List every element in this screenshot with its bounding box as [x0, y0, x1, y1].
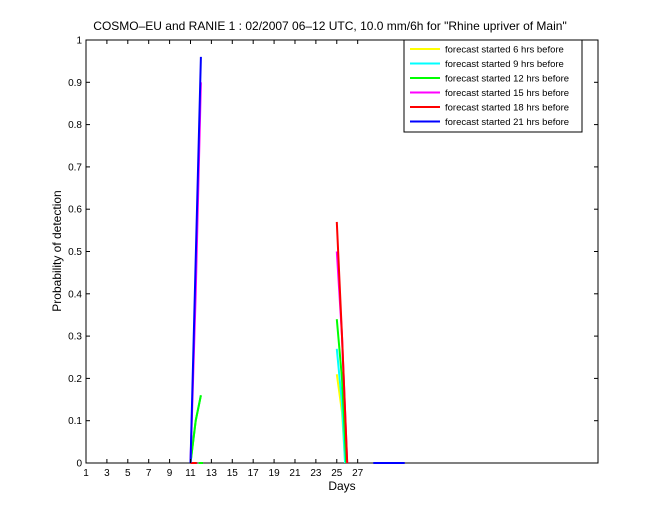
y-tick-label: 0.5 — [68, 247, 82, 258]
y-tick-label: 0.1 — [68, 416, 82, 427]
legend-entry: forecast started 6 hrs before — [445, 45, 564, 56]
y-axis-label: Probability of detection — [50, 190, 64, 311]
legend-box — [403, 39, 583, 133]
y-tick-label: 0.6 — [68, 205, 82, 216]
x-tick-label: 9 — [167, 468, 173, 479]
legend-entry: forecast started 15 hrs before — [445, 88, 569, 99]
x-tick-label: 25 — [331, 468, 343, 479]
legend-entry: forecast started 12 hrs before — [445, 74, 569, 85]
x-tick-label: 17 — [248, 468, 260, 479]
y-tick-label: 0.2 — [68, 374, 82, 385]
x-axis-label: Days — [328, 479, 355, 493]
x-tick-label: 1 — [83, 468, 89, 479]
series-layer — [189, 56, 405, 464]
y-tick-label: 0 — [76, 459, 82, 470]
legend-entry: forecast started 21 hrs before — [445, 117, 569, 128]
x-tick-label: 5 — [125, 468, 131, 479]
x-tick-label: 19 — [269, 468, 281, 479]
x-tick-label: 3 — [104, 468, 110, 479]
series-line-4-segment-1 — [335, 221, 349, 464]
legend-entry: forecast started 9 hrs before — [445, 59, 564, 70]
x-tick-label: 21 — [289, 468, 301, 479]
y-tick-label: 1 — [76, 36, 82, 47]
series-line-1-segment-2 — [335, 348, 347, 464]
x-tick-label: 23 — [310, 468, 322, 479]
series-line-2-segment-2 — [335, 319, 348, 464]
y-tick-label: 0.9 — [68, 78, 82, 89]
chart-title: COSMO–EU and RANIE 1 : 02/2007 06–12 UTC… — [93, 19, 566, 33]
y-tick-label: 0.7 — [68, 162, 82, 173]
y-tick-label: 0.8 — [68, 120, 82, 131]
series-line-2-segment-0 — [189, 395, 202, 464]
y-axis: 0 0.1 0.2 0.3 0.4 0.5 0.6 0.7 0.8 0.9 1 — [68, 36, 598, 470]
y-tick-label: 0.3 — [68, 332, 82, 343]
x-tick-label: 13 — [206, 468, 218, 479]
series-line-5-segment-0 — [189, 56, 202, 464]
y-tick-label: 0.4 — [68, 289, 82, 300]
x-tick-label: 15 — [227, 468, 239, 479]
x-tick-label: 27 — [352, 468, 364, 479]
x-tick-label: 11 — [185, 468, 196, 479]
x-tick-label: 7 — [146, 468, 152, 479]
x-axis: 1 3 5 7 9 11 13 15 17 19 21 23 25 27 — [83, 40, 364, 479]
legend-entry: forecast started 18 hrs before — [445, 103, 569, 114]
legend: forecast started 6 hrs before forecast st… — [403, 39, 583, 133]
